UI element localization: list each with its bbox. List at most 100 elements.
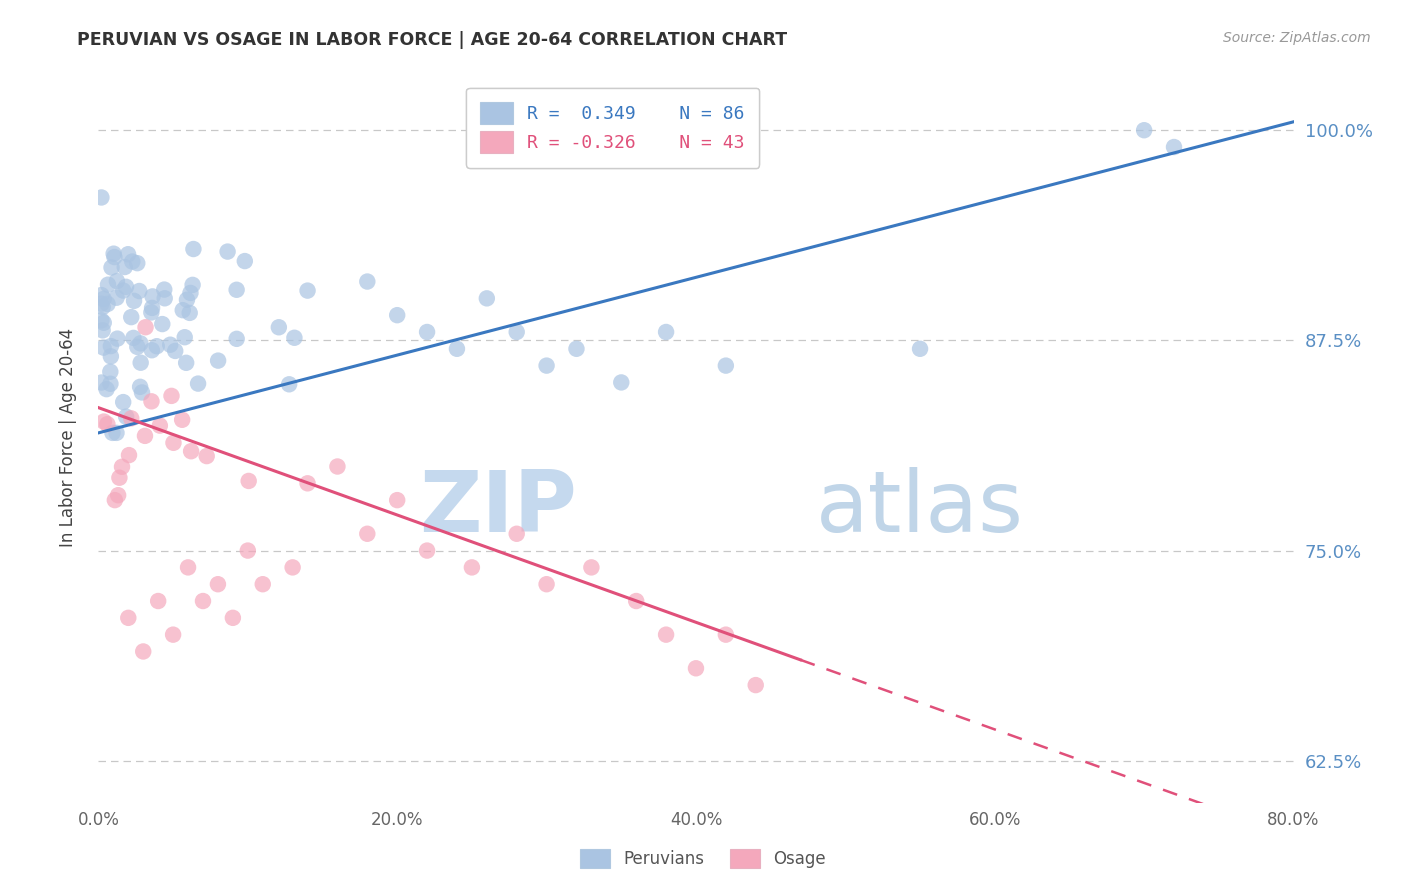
Point [356, 526, 378, 541]
Point [1133, 123, 1156, 137]
Point [114, 260, 136, 274]
Point [141, 301, 163, 315]
Point [181, 277, 204, 292]
Point [141, 343, 163, 358]
Point [104, 493, 127, 508]
Point [180, 444, 202, 458]
Point [506, 526, 529, 541]
Point [141, 394, 163, 409]
Point [225, 283, 247, 297]
Point [93, 341, 115, 355]
Text: atlas: atlas [815, 467, 1024, 550]
Point [655, 325, 678, 339]
Point [108, 471, 131, 485]
Point [283, 331, 305, 345]
Point [173, 330, 195, 344]
Point [236, 543, 259, 558]
Point [536, 577, 558, 591]
Point [191, 594, 214, 608]
Point [153, 283, 176, 297]
Point [90, 190, 112, 204]
Point [416, 325, 439, 339]
Point [153, 291, 176, 305]
Point [122, 293, 145, 308]
Point [565, 342, 588, 356]
Point [112, 284, 135, 298]
Point [96, 297, 118, 311]
Point [475, 291, 498, 305]
Point [115, 409, 138, 424]
Y-axis label: In Labor Force | Age 20-64: In Labor Force | Age 20-64 [59, 327, 77, 547]
Point [129, 336, 152, 351]
Point [135, 320, 157, 334]
Point [90, 296, 112, 310]
Point [281, 560, 304, 574]
Point [297, 284, 319, 298]
Point [222, 611, 245, 625]
Point [129, 380, 152, 394]
Point [131, 385, 153, 400]
Point [536, 359, 558, 373]
Point [225, 332, 247, 346]
Point [100, 350, 122, 364]
Point [141, 305, 163, 319]
Point [187, 376, 209, 391]
Point [127, 340, 149, 354]
Point [207, 577, 229, 591]
Point [90, 313, 112, 327]
Point [183, 242, 205, 256]
Point [97, 277, 120, 292]
Point [165, 343, 187, 358]
Point [179, 306, 201, 320]
Point [252, 577, 274, 591]
Point [105, 274, 128, 288]
Text: ZIP: ZIP [419, 467, 576, 550]
Point [121, 254, 143, 268]
Point [132, 644, 155, 658]
Point [141, 289, 163, 303]
Point [117, 247, 139, 261]
Point [385, 308, 409, 322]
Point [356, 275, 378, 289]
Point [172, 413, 194, 427]
Point [195, 449, 218, 463]
Point [100, 376, 122, 391]
Point [96, 382, 118, 396]
Point [127, 256, 149, 270]
Legend: R =  0.349    N = 86, R = -0.326    N = 43: R = 0.349 N = 86, R = -0.326 N = 43 [465, 87, 759, 168]
Point [162, 435, 184, 450]
Point [90, 288, 112, 302]
Point [93, 415, 115, 429]
Point [626, 594, 648, 608]
Point [207, 353, 229, 368]
Point [128, 284, 150, 298]
Point [91, 300, 114, 314]
Point [98, 365, 121, 379]
Point [111, 459, 134, 474]
Point [714, 359, 737, 373]
Point [160, 389, 183, 403]
Point [267, 320, 290, 334]
Point [655, 627, 678, 641]
Point [162, 627, 184, 641]
Point [416, 543, 439, 558]
Point [278, 377, 301, 392]
Point [93, 292, 115, 306]
Point [172, 303, 194, 318]
Point [117, 611, 139, 625]
Point [238, 474, 260, 488]
Point [134, 429, 156, 443]
Point [90, 376, 112, 390]
Point [118, 448, 141, 462]
Point [446, 342, 468, 356]
Point [103, 246, 125, 260]
Point [714, 627, 737, 641]
Point [100, 339, 122, 353]
Text: Source: ZipAtlas.com: Source: ZipAtlas.com [1223, 31, 1371, 45]
Point [122, 331, 145, 345]
Point [581, 560, 603, 574]
Point [105, 332, 128, 346]
Point [145, 339, 167, 353]
Point [908, 342, 931, 356]
Point [91, 323, 114, 337]
